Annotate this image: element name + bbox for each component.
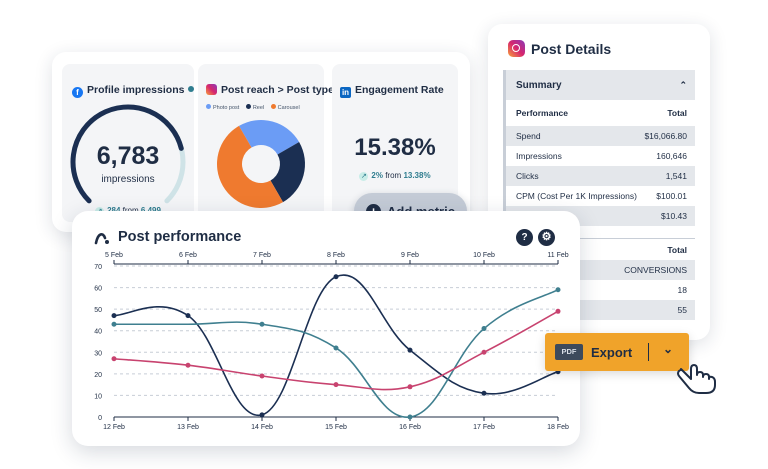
table-row: CPM (Cost Per 1K Impressions) $100.01 — [516, 191, 687, 201]
data-point[interactable] — [407, 347, 413, 353]
x-tick-label-top: 11 Feb — [547, 252, 568, 259]
data-point[interactable] — [333, 274, 339, 280]
summary-toggle[interactable]: Summary ⌃ — [506, 70, 695, 100]
data-point[interactable] — [259, 373, 265, 379]
data-point[interactable] — [185, 313, 191, 319]
data-point[interactable] — [555, 287, 561, 293]
x-tick-label-bottom: 12 Feb — [103, 424, 125, 431]
y-tick-label: 60 — [94, 286, 102, 293]
hand-cursor-icon — [677, 364, 716, 394]
post-performance-chart: 0 10 20 30 40 50 60 70 12 Feb 5 Feb 13 Feb 6 Feb 14 … — [94, 252, 569, 431]
impressions-unit: impressions — [101, 174, 155, 185]
data-point[interactable] — [407, 414, 413, 420]
impressions-gauge — [70, 104, 186, 204]
y-tick-label: 20 — [94, 372, 102, 379]
x-tick-label-bottom: 16 Feb — [399, 424, 421, 431]
post-type-legend: Photo post Reel Carousel — [206, 104, 300, 111]
y-tick-label: 30 — [94, 350, 102, 357]
instagram-icon — [508, 40, 525, 57]
data-point[interactable] — [111, 356, 117, 362]
x-tick-label-bottom: 13 Feb — [177, 424, 199, 431]
post-type-donut — [217, 120, 306, 208]
chevron-up-icon: ⌃ — [679, 79, 687, 90]
table-row: Clicks 1,541 — [506, 166, 695, 186]
performance-logo-icon — [94, 233, 109, 245]
series-line-1 — [113, 274, 559, 416]
y-tick-label: 10 — [94, 393, 102, 400]
y-tick-label: 70 — [94, 264, 102, 271]
post-reach-card[interactable]: Post reach > Post type Photo post Reel C… — [198, 64, 334, 222]
post-details-table: Summary ⌃ Performance Total Spend $16,066.… — [503, 70, 695, 320]
pdf-badge: PDF — [555, 344, 583, 360]
export-button[interactable]: PDF Export ⌄ — [545, 333, 689, 371]
data-point[interactable] — [481, 326, 487, 332]
table-header: Total — [506, 238, 695, 260]
donut-slice-reel[interactable] — [270, 142, 306, 203]
gear-icon[interactable]: ⚙ — [538, 229, 555, 246]
profile-impressions-title: f Profile impressions — [72, 84, 195, 98]
engagement-rate-title: in Engagement Rate — [340, 84, 444, 98]
data-point[interactable] — [407, 384, 413, 390]
data-point[interactable] — [481, 349, 487, 355]
help-button[interactable]: ? — [516, 229, 533, 246]
donut-slice-photo-post[interactable] — [239, 120, 300, 155]
y-tick-label: 40 — [94, 329, 102, 336]
table-row: Impressions 160,646 — [516, 151, 687, 161]
facebook-icon: f — [72, 87, 83, 98]
x-tick-label-bottom: 18 Feb — [547, 424, 569, 431]
post-performance-title: Post performance — [118, 229, 242, 245]
x-tick-label-bottom: 15 Feb — [325, 424, 347, 431]
export-divider — [648, 343, 649, 361]
y-tick-label: 0 — [98, 415, 102, 422]
data-point[interactable] — [259, 321, 265, 327]
metric-title-text: Profile impressions — [87, 84, 185, 96]
table-header: Performance Total — [516, 108, 687, 118]
x-tick-label-top: 9 Feb — [401, 252, 419, 259]
x-tick-label-top: 6 Feb — [179, 252, 197, 259]
engagement-rate-value: 15.38% — [354, 134, 436, 161]
data-point[interactable] — [333, 382, 339, 388]
x-tick-label-top: 5 Feb — [105, 252, 123, 259]
table-row: 18 — [677, 285, 687, 295]
export-label: Export — [591, 344, 633, 360]
post-performance-card: Post performance ? ⚙ 0 10 20 30 40 50 60 70 12 F… — [72, 211, 580, 446]
data-point[interactable] — [555, 308, 561, 314]
x-tick-label-bottom: 17 Feb — [473, 424, 495, 431]
x-tick-label-bottom: 14 Feb — [251, 424, 273, 431]
data-point[interactable] — [333, 345, 339, 351]
engagement-rate-change: ↗ 2% from 13.38% — [359, 171, 431, 181]
linkedin-icon: in — [340, 87, 351, 98]
data-point[interactable] — [259, 412, 265, 418]
chevron-down-icon[interactable]: ⌄ — [663, 342, 674, 356]
donut-slice-carousel[interactable] — [217, 125, 283, 208]
y-tick-label: 50 — [94, 307, 102, 314]
x-tick-label-top: 10 Feb — [473, 252, 495, 259]
instagram-icon — [206, 84, 217, 95]
status-dot — [188, 86, 195, 92]
data-point[interactable] — [481, 390, 487, 396]
x-tick-label-top: 8 Feb — [327, 252, 345, 259]
data-point[interactable] — [185, 362, 191, 368]
data-point[interactable] — [111, 321, 117, 327]
table-row: Spend $16,066.80 — [506, 126, 695, 146]
impressions-value: 6,783 — [96, 142, 160, 170]
data-point[interactable] — [111, 313, 117, 319]
post-details-title: Post Details — [508, 40, 611, 57]
x-tick-label-top: 7 Feb — [253, 252, 271, 259]
post-reach-title: Post reach > Post type — [206, 84, 334, 96]
trend-up-icon: ↗ — [359, 172, 369, 181]
